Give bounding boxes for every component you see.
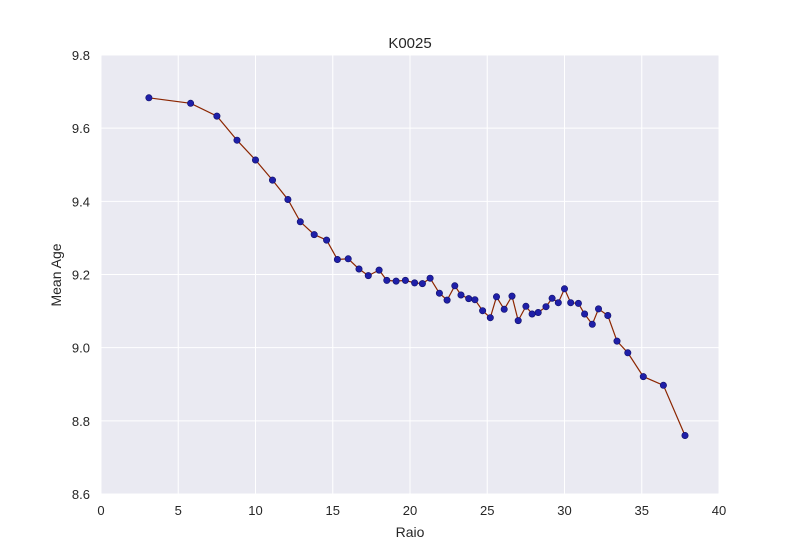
x-tick-label: 15: [326, 503, 340, 518]
data-point: [213, 112, 221, 120]
data-point: [588, 320, 596, 328]
data-point: [486, 314, 494, 322]
data-point: [355, 265, 363, 273]
y-tick-label: 9.4: [72, 194, 90, 209]
data-point: [514, 317, 522, 325]
x-axis-label: Raio: [396, 524, 425, 540]
data-point: [401, 276, 409, 284]
data-point: [581, 310, 589, 318]
data-point: [443, 296, 451, 304]
data-point: [323, 236, 331, 244]
data-point: [681, 431, 689, 439]
x-tick-labels: 0 5 10 15 20 25 30 35 40: [97, 503, 726, 518]
data-point: [659, 381, 667, 389]
y-tick-labels: 8.6 8.8 9.0 9.2 9.4 9.6 9.8: [72, 48, 90, 502]
y-axis-label: Mean Age: [48, 243, 64, 306]
data-point: [435, 289, 443, 297]
data-point: [411, 279, 419, 287]
data-point: [383, 276, 391, 284]
x-tick-label: 5: [175, 503, 182, 518]
data-point: [492, 293, 500, 301]
data-point: [252, 156, 260, 164]
data-point: [418, 280, 426, 288]
data-point: [145, 94, 153, 102]
data-point: [624, 349, 632, 357]
series-layer: [145, 94, 689, 439]
chart-title: K0025: [388, 35, 431, 52]
x-tick-label: 20: [403, 503, 417, 518]
data-point: [500, 305, 508, 313]
data-point: [296, 218, 304, 226]
y-tick-label: 8.6: [72, 487, 90, 502]
data-point: [548, 294, 556, 302]
data-point: [542, 303, 550, 311]
data-point: [451, 282, 459, 290]
data-point: [639, 373, 647, 381]
data-point: [187, 99, 195, 107]
data-point: [284, 196, 292, 204]
data-point: [375, 266, 383, 274]
data-point: [528, 310, 536, 318]
data-point: [554, 299, 562, 307]
data-point: [310, 231, 318, 239]
data-point: [344, 255, 352, 263]
x-tick-label: 0: [97, 503, 104, 518]
data-point: [613, 337, 621, 345]
data-point: [560, 285, 568, 293]
y-tick-label: 9.0: [72, 341, 90, 356]
data-point: [479, 307, 487, 315]
y-tick-label: 8.8: [72, 414, 90, 429]
data-point: [604, 311, 612, 319]
data-point: [364, 272, 372, 280]
x-tick-label: 30: [557, 503, 571, 518]
data-point: [567, 299, 575, 307]
data-point: [534, 308, 542, 316]
data-point: [522, 302, 530, 310]
x-tick-label: 25: [480, 503, 494, 518]
data-point: [233, 136, 241, 144]
data-point: [471, 296, 479, 304]
x-tick-label: 40: [712, 503, 726, 518]
data-point: [268, 176, 276, 184]
data-point: [574, 299, 582, 307]
data-point: [508, 292, 516, 300]
y-tick-label: 9.8: [72, 48, 90, 63]
data-point: [465, 295, 473, 303]
data-point: [457, 291, 465, 299]
x-tick-label: 35: [635, 503, 649, 518]
data-point: [426, 274, 434, 282]
data-point: [392, 277, 400, 285]
y-tick-label: 9.6: [72, 121, 90, 136]
y-tick-label: 9.2: [72, 268, 90, 283]
data-point: [594, 305, 602, 313]
x-tick-label: 10: [248, 503, 262, 518]
y-gridlines: [101, 54, 719, 495]
data-point: [333, 255, 341, 263]
